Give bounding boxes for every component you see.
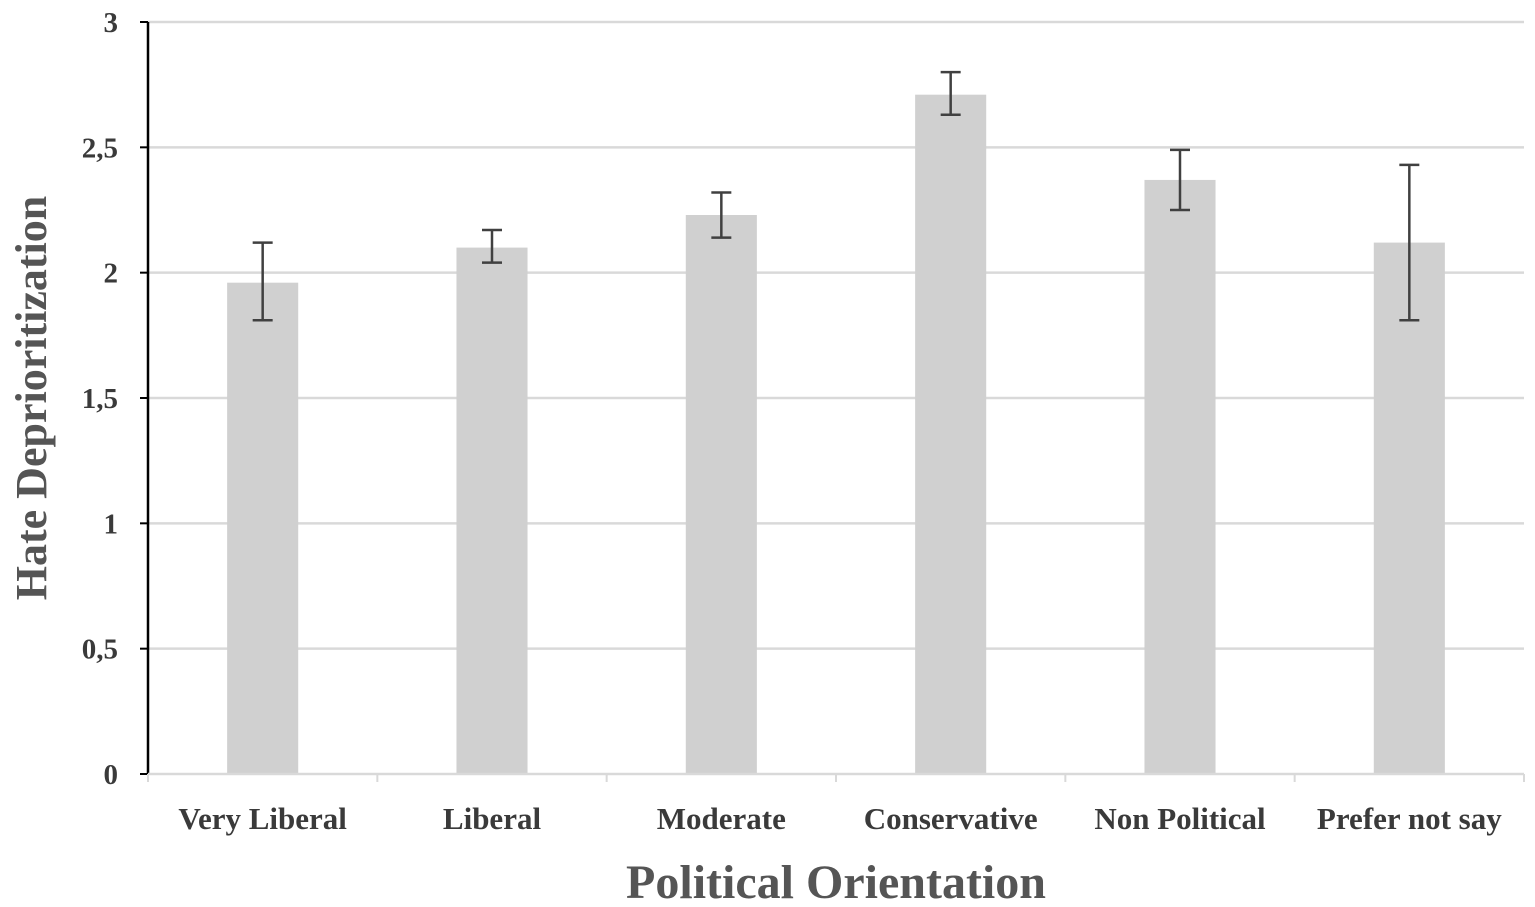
y-tick-label: 1 [104, 508, 119, 540]
y-tick-label: 3 [104, 7, 119, 39]
bar [456, 247, 528, 775]
y-axis-title: Hate Deprioritization [7, 196, 56, 600]
x-category-label: Conservative [864, 801, 1038, 836]
bar [685, 215, 757, 775]
bar [915, 94, 987, 774]
x-category-labels: Very Liberal Liberal Moderate Conservative N… [178, 801, 1502, 836]
bar [227, 282, 299, 774]
y-tick-label: 0,5 [82, 634, 118, 666]
error-bars [252, 70, 1420, 322]
x-category-label: Liberal [443, 801, 542, 836]
x-category-label: Non Political [1094, 801, 1266, 836]
axes [140, 21, 1525, 782]
bar [1373, 242, 1445, 774]
x-category-label: Very Liberal [178, 801, 347, 836]
y-tick-label: 1,5 [82, 383, 118, 415]
bars [227, 94, 1445, 775]
x-category-label: Moderate [657, 801, 786, 836]
y-tick-labels: 0 0,5 1 1,5 2 2,5 3 [82, 7, 118, 791]
bar [1144, 179, 1216, 775]
gridlines [148, 20, 1524, 650]
y-tick-label: 2,5 [82, 132, 118, 164]
x-category-label: Prefer not say [1317, 801, 1502, 836]
y-tick-label: 0 [104, 759, 119, 791]
x-axis-title: Political Orientation [626, 856, 1046, 907]
y-tick-label: 2 [104, 258, 119, 290]
